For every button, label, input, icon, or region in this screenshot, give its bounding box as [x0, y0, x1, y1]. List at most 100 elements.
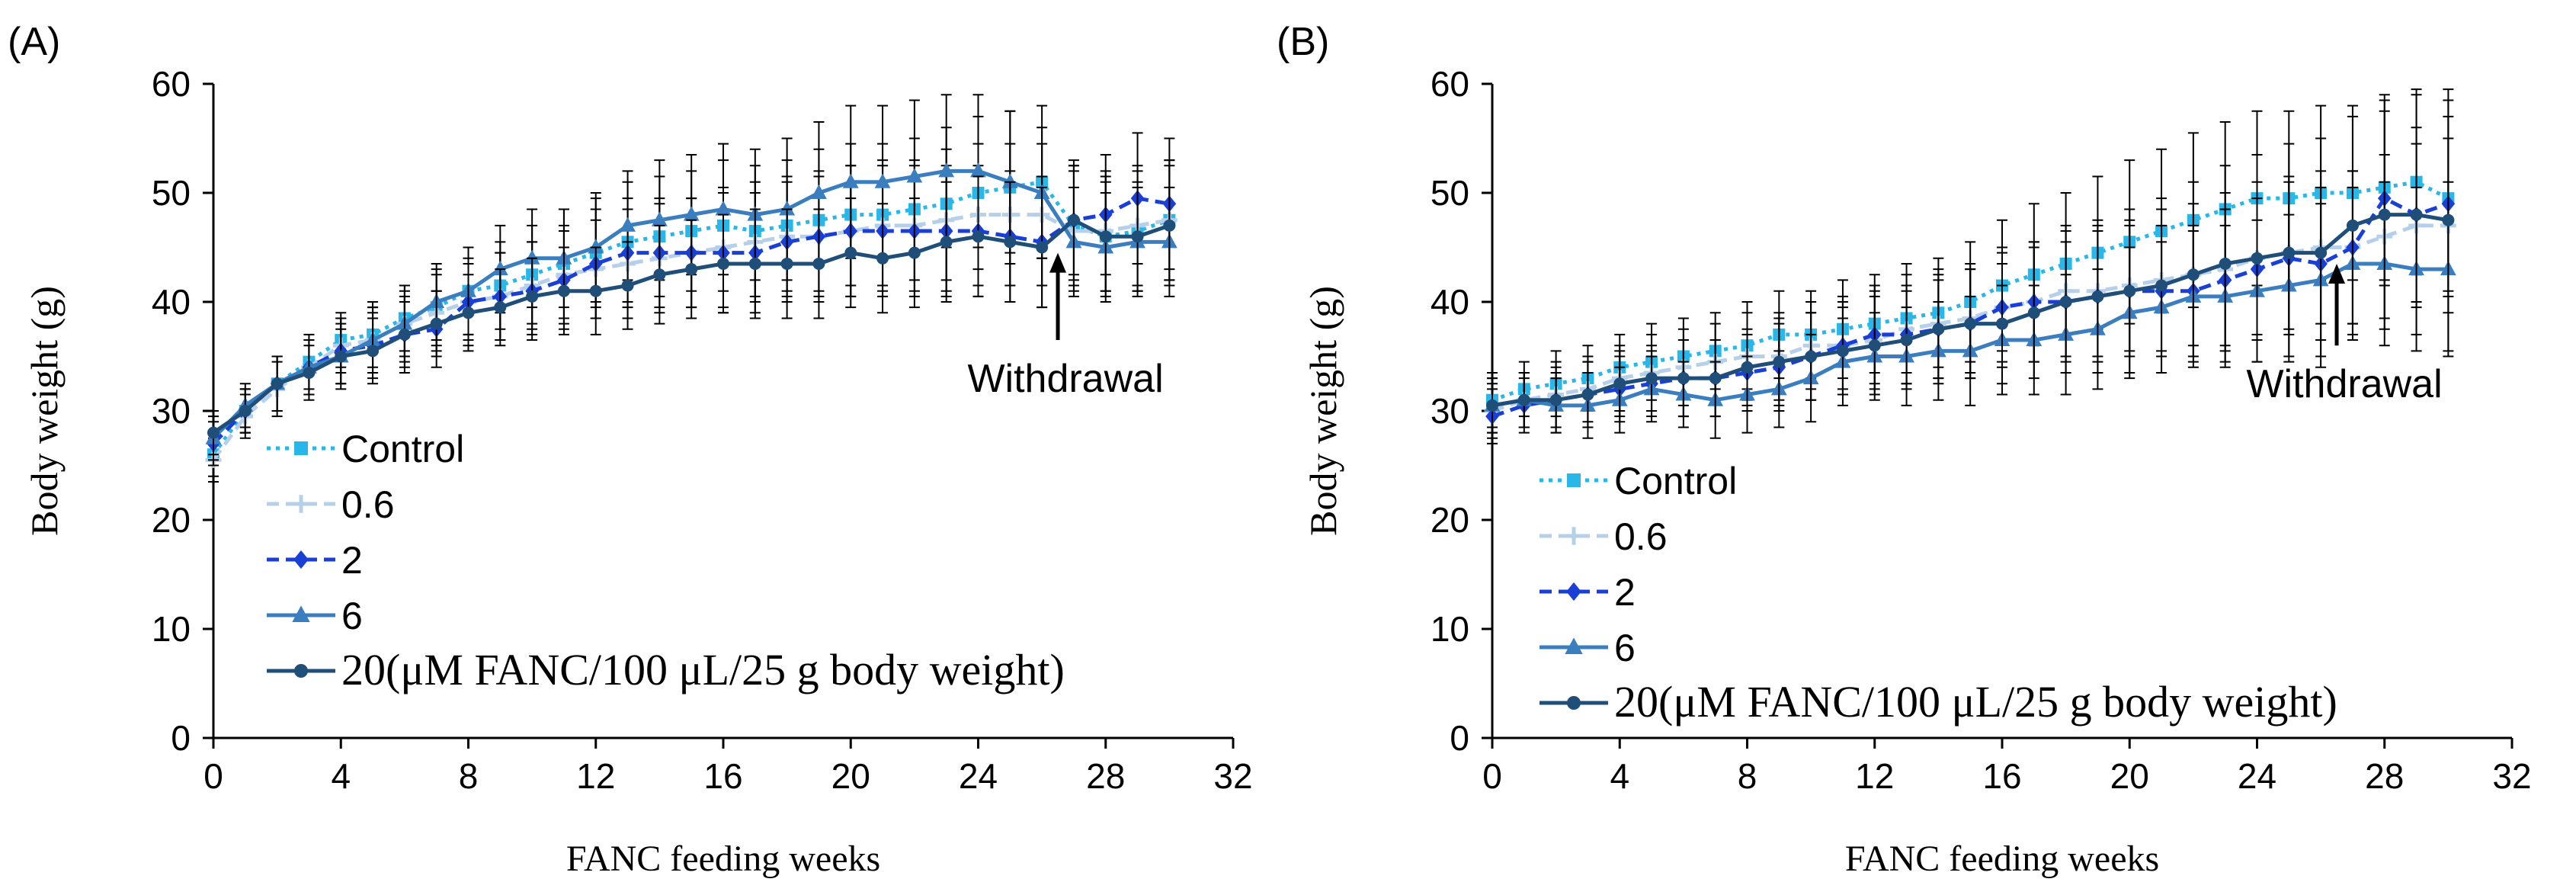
- x-tick-label: 20: [2110, 756, 2149, 796]
- x-tick-label: 24: [2238, 756, 2276, 796]
- y-tick-label: 50: [152, 173, 191, 213]
- x-tick-label: 28: [1086, 756, 1125, 796]
- data-point: [526, 290, 539, 303]
- panel-label: (B): [1277, 20, 1329, 64]
- legend-label-6: 6: [1614, 627, 1636, 669]
- x-tick-label: 8: [459, 756, 479, 796]
- data-point: [844, 246, 857, 259]
- x-tick-label: 12: [1855, 756, 1894, 796]
- data-point: [588, 239, 604, 254]
- data-point: [1709, 372, 1722, 385]
- withdrawal-arrowhead: [2328, 263, 2346, 284]
- data-point: [430, 317, 443, 330]
- legend-marker: [1566, 582, 1581, 601]
- legend-label-2: 2: [341, 539, 363, 582]
- data-point: [1645, 372, 1658, 385]
- data-point: [1067, 213, 1080, 226]
- legend-marker: [294, 441, 308, 455]
- x-tick-label: 4: [1610, 756, 1629, 796]
- y-tick-label: 50: [1431, 173, 1469, 213]
- data-point: [2187, 268, 2200, 281]
- data-point: [1741, 361, 1754, 374]
- y-tick-label: 40: [1431, 282, 1469, 322]
- data-point: [811, 184, 827, 199]
- data-point: [2027, 306, 2040, 319]
- y-tick-label: 60: [152, 64, 191, 104]
- data-point: [940, 236, 953, 249]
- data-point: [715, 200, 732, 216]
- x-tick-label: 16: [703, 756, 742, 796]
- data-point: [651, 211, 668, 226]
- data-point: [2410, 208, 2423, 221]
- data-point: [970, 162, 986, 178]
- data-point: [780, 257, 793, 270]
- panel-a: (A) 0 10 20 30 40 50 60 0 4 8 12 16 20 24 28 32 FANC feed…: [8, 20, 1253, 879]
- data-point: [1549, 393, 1562, 406]
- legend-marker: [1567, 473, 1581, 487]
- legend-label-0.6: 0.6: [341, 483, 395, 526]
- y-tick-label: 60: [1431, 64, 1469, 104]
- panel-b: (B) 0 10 20 30 40 50 60 0 4 8 12 16 20 24 28 32 FANC feed…: [1277, 20, 2532, 879]
- data-point: [812, 257, 825, 270]
- x-tick-label: 16: [1982, 756, 2021, 796]
- legend-marker: [1565, 527, 1583, 545]
- panel-label: (A): [8, 20, 60, 64]
- data-point: [557, 284, 570, 297]
- data-point: [1900, 334, 1913, 347]
- data-point: [717, 257, 729, 270]
- legend-label-Control: Control: [1614, 460, 1737, 502]
- data-point: [2251, 252, 2264, 265]
- y-tick-label: 0: [1450, 718, 1469, 758]
- withdrawal-label: Withdrawal: [2246, 362, 2442, 406]
- data-point: [1932, 322, 1945, 335]
- y-tick-label: 20: [1431, 500, 1469, 540]
- series-20: [1486, 88, 2455, 434]
- data-point: [1836, 345, 1849, 358]
- data-point: [335, 350, 348, 363]
- data-point: [303, 366, 316, 379]
- legend-marker: [1565, 637, 1583, 654]
- y-tick-label: 10: [1431, 609, 1469, 649]
- data-point: [1581, 388, 1594, 401]
- data-point: [685, 263, 698, 276]
- legend-marker: [292, 495, 310, 513]
- x-tick-label: 20: [831, 756, 870, 796]
- series-20: [207, 165, 1176, 456]
- legend-marker: [293, 550, 309, 569]
- data-point: [1805, 350, 1818, 363]
- data-point: [1036, 241, 1049, 254]
- data-point: [620, 217, 636, 232]
- data-point: [1517, 393, 1530, 406]
- x-tick-label: 0: [1482, 756, 1502, 796]
- y-tick-label: 30: [152, 391, 191, 431]
- data-point: [2059, 296, 2072, 308]
- legend-label-6: 6: [341, 595, 363, 637]
- data-point: [621, 279, 634, 292]
- data-point: [367, 345, 380, 358]
- data-point: [494, 301, 507, 314]
- data-point: [2219, 257, 2232, 270]
- x-tick-label: 0: [203, 756, 223, 796]
- data-point: [462, 306, 475, 319]
- x-tick-label: 4: [331, 756, 351, 796]
- data-point: [1964, 317, 1977, 330]
- data-point: [1486, 399, 1498, 412]
- data-point: [398, 328, 411, 341]
- legend-label-20: 20(μM FANC/100 μL/25 g body weight): [341, 645, 1065, 695]
- data-point: [908, 246, 921, 259]
- data-point: [2315, 246, 2328, 259]
- x-tick-label: 8: [1738, 756, 1757, 796]
- data-point: [207, 426, 219, 439]
- x-tick-label: 24: [959, 756, 998, 796]
- data-point: [683, 206, 700, 221]
- data-point: [876, 252, 889, 265]
- y-tick-label: 10: [152, 609, 191, 649]
- data-point: [1001, 173, 1018, 188]
- data-point: [779, 200, 796, 216]
- data-point: [748, 257, 761, 270]
- data-point: [1773, 355, 1786, 368]
- data-point: [972, 230, 985, 243]
- data-point: [1868, 339, 1881, 352]
- y-tick-label: 30: [1431, 391, 1469, 431]
